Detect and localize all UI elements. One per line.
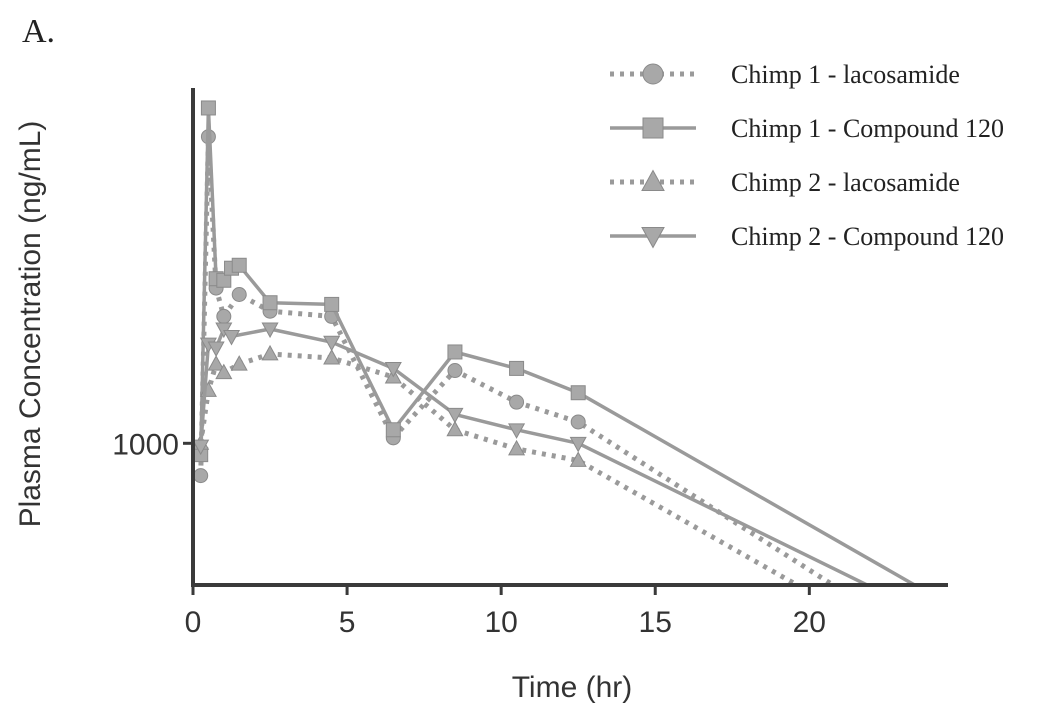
x-tick-label: 0 [185,606,202,639]
legend-label: Chimp 1 - lacosamide [731,60,960,89]
x-tick-label: 20 [793,606,826,639]
data-point [215,363,233,380]
data-point [222,329,241,346]
data-point [231,257,247,273]
data-point [508,439,526,456]
x-tick-label: 15 [639,606,672,639]
data-point [509,360,525,376]
data-point [207,355,225,371]
data-point [385,422,401,438]
data-point [207,341,225,358]
legend-item: Chimp 1 - lacosamide [610,60,960,89]
series-2 [193,100,955,611]
y-tick-label: 1000 [112,428,179,461]
data-point [231,286,247,302]
data-point [261,344,279,361]
data-point [446,407,464,424]
x-axis-title: Time (hr) [512,671,633,704]
data-point [193,468,209,484]
legend-marker [641,169,665,191]
series-line [198,351,802,585]
data-point [447,344,463,360]
x-tick-label: 10 [484,606,517,639]
legend-marker [642,117,664,139]
data-point [940,663,955,677]
panel-label: A. [22,13,55,50]
axes: 0 5 10 15 20 1000 [112,88,948,639]
data-point [447,363,463,379]
legend-item: Chimp 2 - Compound 120 [610,222,1004,251]
data-point [569,436,587,453]
data-point [509,394,525,410]
series-line [198,134,838,585]
data-point [216,272,232,288]
legend-marker [641,227,665,249]
data-point [941,652,955,666]
data-point [200,100,216,116]
data-point [446,420,464,437]
data-point [940,619,955,633]
plot-area [192,100,955,677]
y-axis-title: Plasma Concentration (ng/mL) [14,121,47,528]
data-point [941,597,955,611]
data-point [570,414,586,430]
legend-item: Chimp 2 - lacosamide [610,168,960,197]
data-point [323,335,341,352]
series-4 [192,322,955,633]
data-point [324,296,340,312]
x-tick-label: 5 [339,606,356,639]
data-point [384,361,402,378]
data-point [262,295,278,311]
data-point [230,355,248,371]
data-point [216,308,232,324]
legend-label: Chimp 2 - lacosamide [731,168,960,197]
data-point [570,385,586,401]
legend: Chimp 1 - lacosamide Chimp 1 - Compound 1… [610,60,1004,251]
data-point [323,348,341,365]
data-point [192,439,210,456]
series-line [198,327,872,585]
data-point [261,322,279,339]
legend-marker [642,63,664,85]
legend-label: Chimp 2 - Compound 120 [731,222,1004,251]
data-point [508,423,526,439]
legend-item: Chimp 1 - Compound 120 [610,114,1004,143]
legend-label: Chimp 1 - Compound 120 [731,114,1004,143]
data-point [569,451,587,467]
